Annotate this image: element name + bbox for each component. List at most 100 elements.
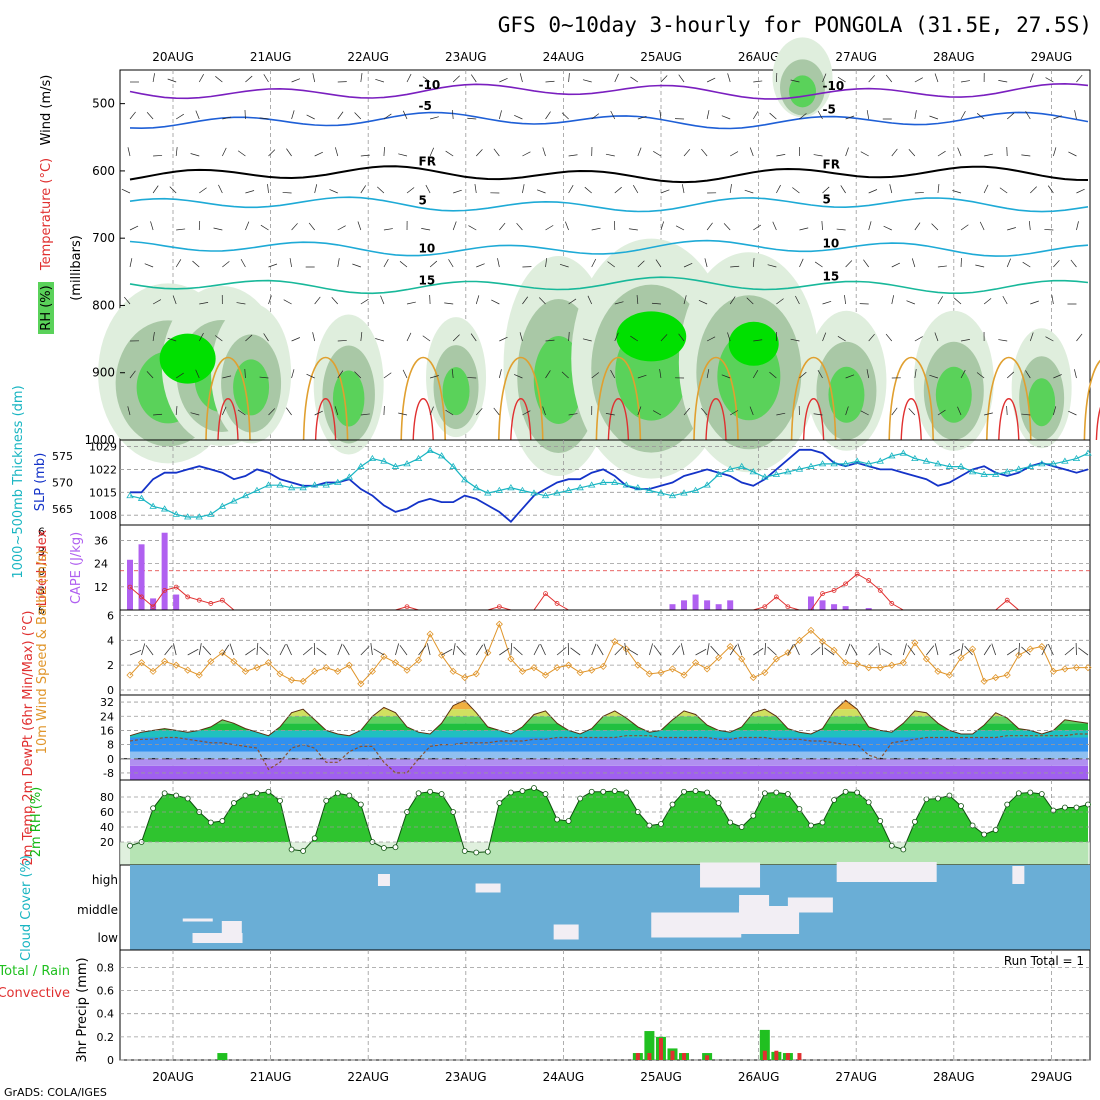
wind-barb — [422, 335, 431, 342]
thickness-marker — [899, 449, 908, 456]
wind-barb — [911, 258, 916, 268]
wind-barb — [1021, 646, 1031, 656]
wind-speed-marker — [264, 659, 273, 667]
precip-tick: 0.6 — [97, 985, 115, 998]
wind-barb — [878, 643, 881, 656]
wind-barb — [850, 644, 858, 656]
wind-barb — [329, 189, 338, 194]
rh-marker — [877, 818, 884, 824]
precip-conv-bar — [682, 1053, 687, 1060]
li-marker — [1004, 597, 1010, 603]
wind-barb — [706, 77, 716, 83]
wind-barb — [1048, 643, 1054, 656]
y-label-temp: 2m Temp 2m DewPt (6hr Min/Max) (°C) — [21, 611, 36, 866]
wind-barb — [452, 75, 460, 83]
wind-barb — [1029, 73, 1034, 83]
rh-marker — [969, 822, 976, 829]
wind-barb — [889, 184, 893, 194]
wind-barb — [1076, 74, 1083, 83]
upper-air-panel: -10 -10 -5 -5 FR FR 5 5 10 10 15 15 500 600 700 800 900 1… — [38, 37, 1100, 479]
wind-barb — [291, 223, 298, 231]
cape-bar — [704, 600, 711, 610]
wind-barb — [1053, 374, 1062, 379]
wind-barb — [964, 645, 973, 656]
wind-barb — [153, 413, 163, 416]
precip-tick: 0.2 — [97, 1031, 115, 1044]
wind-barb — [746, 297, 754, 305]
y-label-millibars: (millibars) — [69, 235, 84, 301]
li-tick: 6 — [38, 604, 45, 617]
wind-barb — [749, 406, 754, 416]
thickness-marker — [195, 513, 203, 520]
wind-barb — [614, 646, 624, 656]
slp-tick: 1008 — [89, 509, 117, 522]
thickness-marker — [322, 481, 330, 488]
y-tick-label: 700 — [92, 231, 115, 245]
wind-tick: 4 — [107, 634, 114, 647]
wind-barb — [637, 260, 645, 268]
rh-marker — [531, 785, 537, 791]
cloud-patch — [739, 906, 800, 934]
rh-marker — [127, 842, 133, 849]
wind-speed-marker — [126, 671, 134, 679]
wind-barb — [983, 298, 992, 305]
wind-barb — [422, 76, 431, 83]
rh-marker — [669, 801, 676, 808]
contour-label: 15 — [823, 270, 840, 284]
wind-barb — [199, 302, 209, 305]
wind-barb — [229, 643, 235, 656]
cloud-row-label: low — [98, 931, 119, 945]
wind-barb — [377, 186, 385, 194]
wind-barb — [545, 370, 551, 379]
wind-speed-line — [129, 622, 1088, 685]
wind-barb — [655, 259, 662, 268]
wind-barb — [399, 261, 408, 268]
warm-contour — [1083, 359, 1100, 441]
wind-barb — [845, 147, 849, 157]
rh-marker — [230, 800, 237, 806]
li-marker — [162, 587, 168, 593]
rh-marker — [1085, 801, 1091, 808]
wind-barb — [152, 299, 162, 305]
thickness-marker — [714, 470, 723, 477]
temp-tick: 8 — [107, 739, 114, 752]
wind-barb — [268, 408, 276, 416]
wind-barb — [591, 643, 597, 656]
cloud-patch — [221, 921, 242, 939]
wind-barb — [582, 79, 592, 83]
wind-barb — [302, 646, 313, 656]
wind-barb — [429, 406, 434, 416]
temperature-contour — [129, 111, 1089, 130]
y-label-temperature: Temperature (°C) — [39, 158, 54, 271]
wind-barb — [863, 259, 869, 268]
warm-contour — [302, 356, 349, 441]
li-tick: 0 — [38, 565, 45, 578]
wind-barb — [614, 301, 624, 305]
wind-barb — [792, 187, 800, 194]
wind-barb — [753, 647, 764, 656]
wind-barb — [337, 340, 347, 342]
wind-barb — [1053, 406, 1057, 416]
y-label-precip: 3hr Precip (mm) — [75, 957, 90, 1062]
wind-barb — [286, 643, 292, 656]
wind-barb — [908, 149, 916, 157]
wind-tick: 2 — [107, 659, 114, 672]
wind-barb — [430, 116, 439, 120]
wind-barb — [175, 113, 184, 120]
wind-barb — [937, 296, 943, 305]
wind-barb — [441, 648, 453, 656]
rh-marker — [911, 818, 918, 825]
li-marker — [831, 587, 837, 593]
wind-barb — [263, 74, 269, 83]
wind-barb — [891, 295, 895, 305]
contour-label: 10 — [823, 237, 840, 251]
wind-barb — [474, 184, 477, 194]
wind-barb — [902, 643, 907, 656]
hot-contour — [217, 398, 239, 441]
wind-barb — [630, 76, 639, 83]
wind-barb — [383, 372, 392, 379]
wind-barb — [610, 110, 616, 120]
wind-barb — [795, 295, 800, 305]
wind-barb — [476, 149, 483, 157]
wind-barb — [129, 370, 136, 379]
